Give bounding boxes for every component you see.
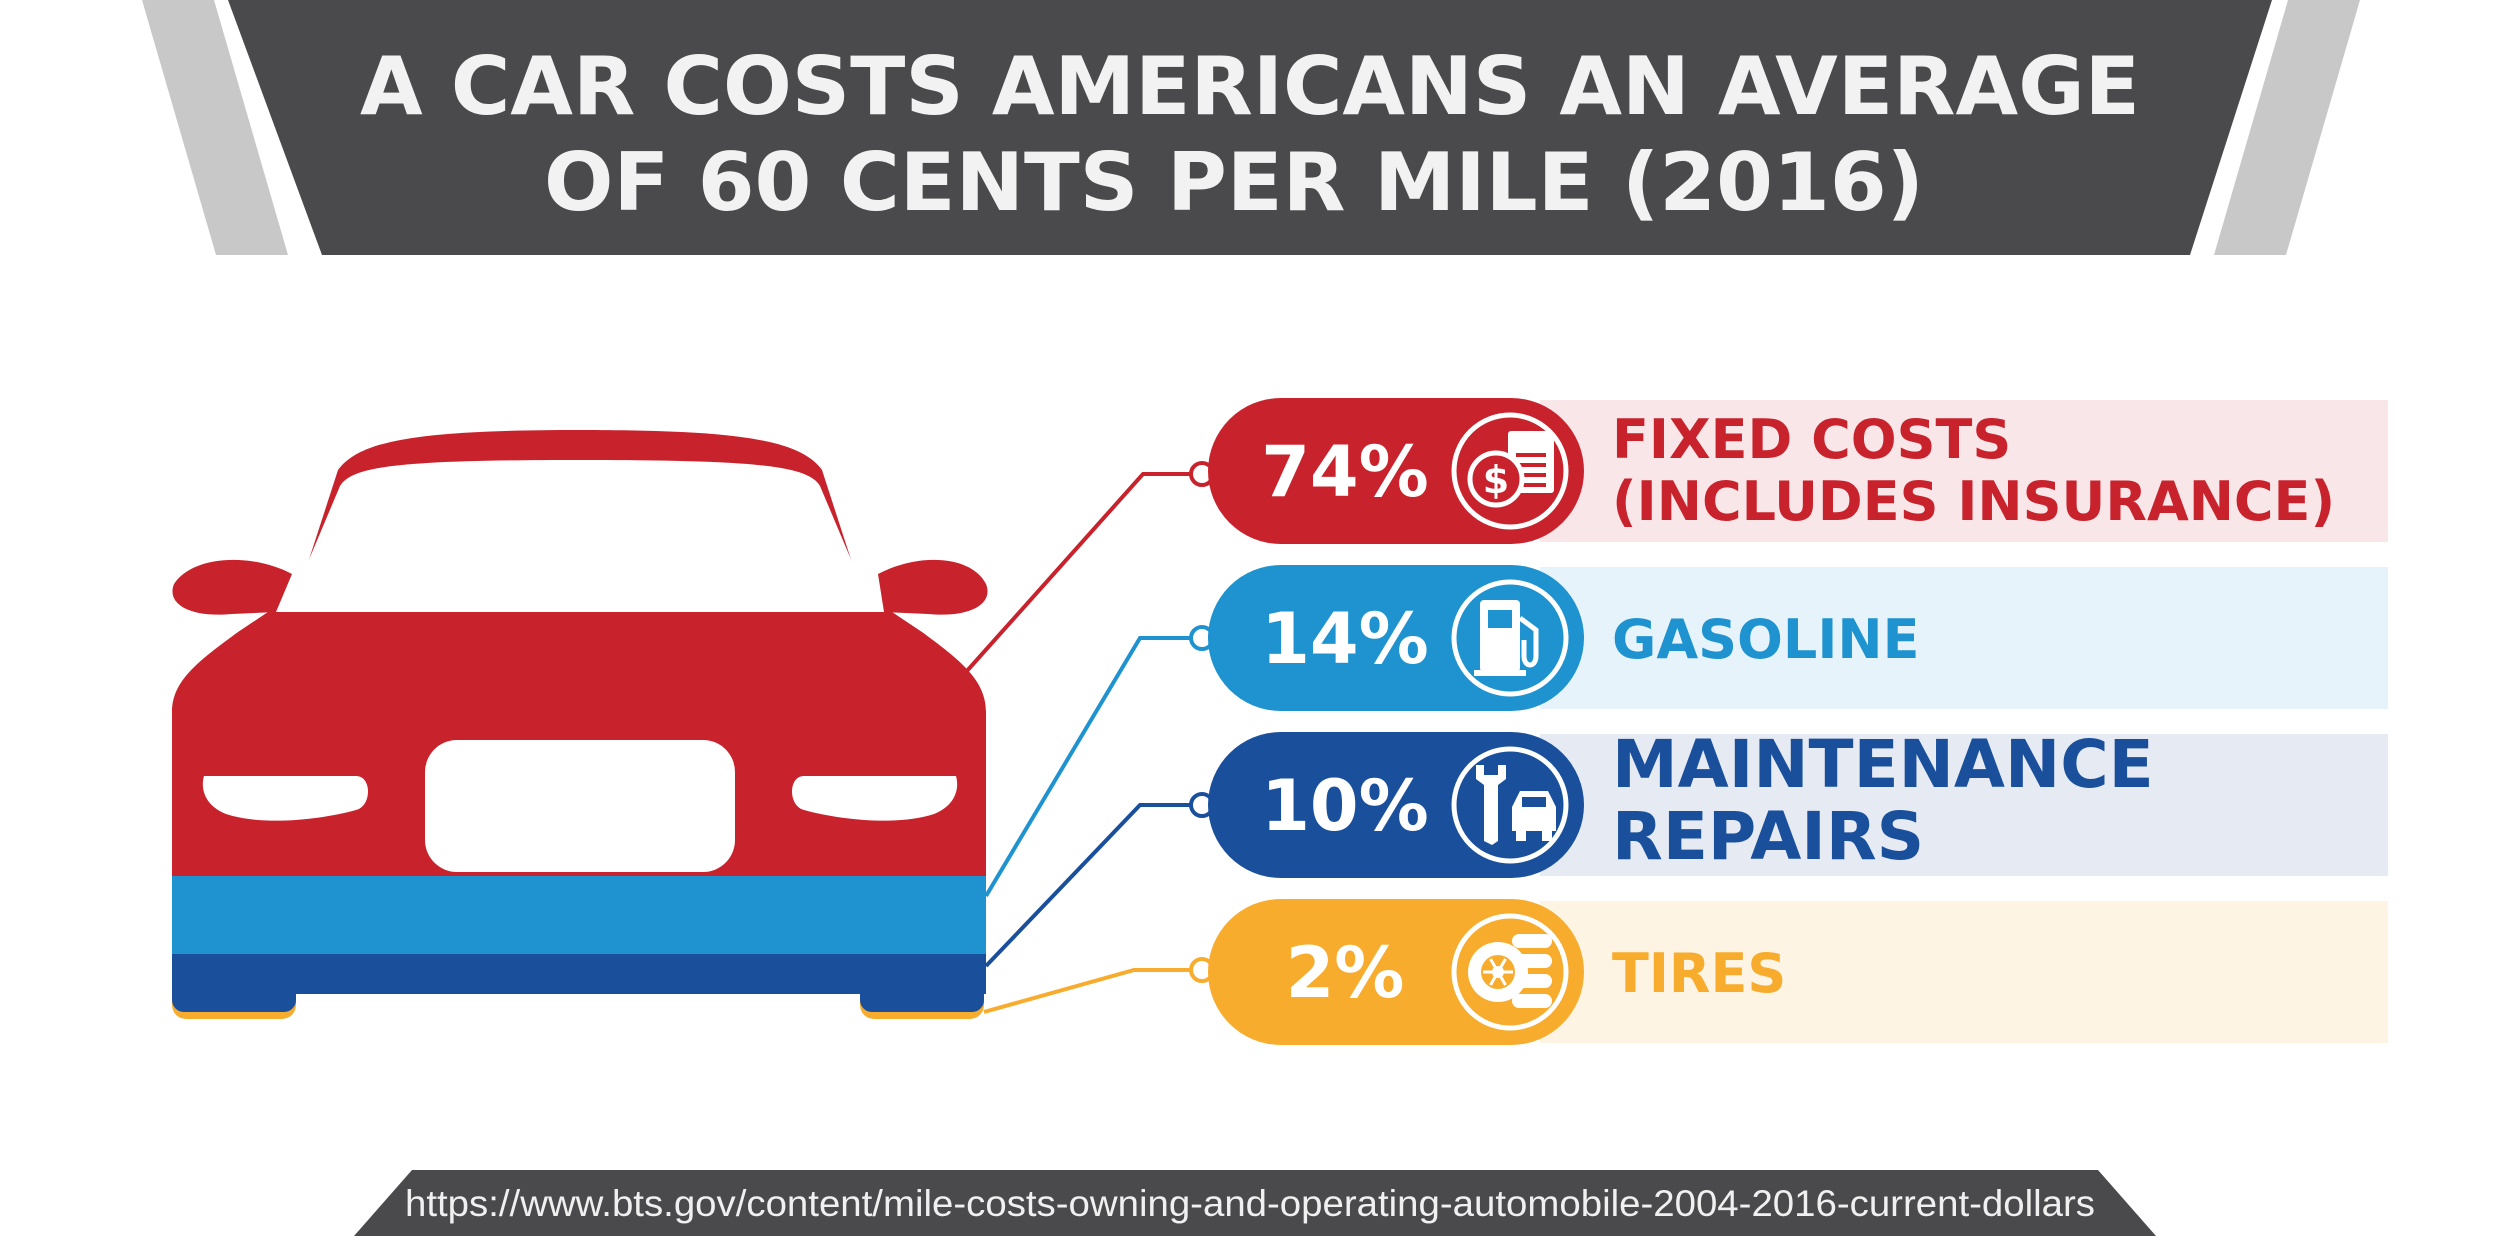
- percent-label: 10%: [1261, 765, 1429, 847]
- category-row: 14% GASOLINE: [1208, 565, 2388, 711]
- connector-lines: [964, 461, 1215, 1014]
- car-bumper-band: [172, 876, 986, 958]
- insurance-policy-icon: $: [1467, 431, 1554, 508]
- category-row: 2% TIRES: [1208, 899, 2388, 1045]
- category-pill: [1208, 899, 1584, 1045]
- connector-maintenance: [984, 803, 1202, 968]
- wrench-car-icon: [1476, 765, 1556, 845]
- category-band: [1540, 400, 2388, 542]
- category-label: (INCLUDES INSURANCE): [1612, 470, 2335, 533]
- header-bg: [228, 0, 2272, 255]
- category-band: [1540, 734, 2388, 876]
- car-mirror-left: [172, 559, 292, 615]
- connector-tires: [983, 968, 1202, 1014]
- category-band: [1540, 567, 2388, 709]
- car-mirror-right: [878, 559, 988, 615]
- connector-gasoline: [984, 636, 1202, 898]
- icon-ring: [1451, 746, 1569, 864]
- icon-ring: [1451, 579, 1569, 697]
- icon-ring: [1451, 412, 1569, 530]
- category-pill: [1208, 398, 1584, 544]
- category-label: FIXED COSTS: [1612, 408, 2011, 471]
- category-label: GASOLINE: [1612, 608, 1920, 671]
- car-headlight-right: [792, 776, 958, 821]
- category-label: MAINTENANCE: [1612, 726, 2154, 803]
- car-grille: [425, 740, 735, 872]
- tires-icon: [1468, 934, 1552, 1008]
- category-label: TIRES: [1612, 942, 1786, 1005]
- header-banner: A CAR COSTS AMERICANS AN AVERAGE OF 60 C…: [142, 0, 2360, 255]
- footer-bg: [354, 1170, 2156, 1236]
- header-stripe-right: [2214, 0, 2360, 255]
- header-stripe-left: [142, 0, 288, 255]
- svg-text:$: $: [1483, 458, 1509, 502]
- gas-pump-icon: [1474, 600, 1539, 676]
- percent-label: 74%: [1261, 431, 1429, 513]
- category-row: $74% FIXED COSTS(INCLUDES INSURANCE): [1208, 398, 2388, 544]
- percent-label: 14%: [1261, 598, 1429, 680]
- car-illustration: [172, 430, 988, 1024]
- category-label: REPAIRS: [1612, 798, 1924, 875]
- car-windshield: [286, 460, 874, 614]
- cost-breakdown: $74% FIXED COSTS(INCLUDES INSURANCE) 14% GA…: [1208, 398, 2388, 1045]
- page-title-line2: OF 60 CENTS PER MILE (2016): [544, 136, 1924, 229]
- percent-label: 2%: [1286, 932, 1405, 1014]
- source-url: https://www.bts.gov/content/mile-costs-o…: [405, 1183, 2095, 1224]
- connector-fixed: [964, 472, 1202, 674]
- icon-ring: [1451, 913, 1569, 1031]
- footer-bar: https://www.bts.gov/content/mile-costs-o…: [354, 1170, 2156, 1236]
- car-underbody-gap: [296, 994, 860, 1024]
- category-band: [1540, 901, 2388, 1043]
- car-headlight-left: [202, 776, 368, 821]
- page-title-line1: A CAR COSTS AMERICANS AN AVERAGE: [360, 40, 2140, 133]
- car-lower-band: [172, 954, 986, 994]
